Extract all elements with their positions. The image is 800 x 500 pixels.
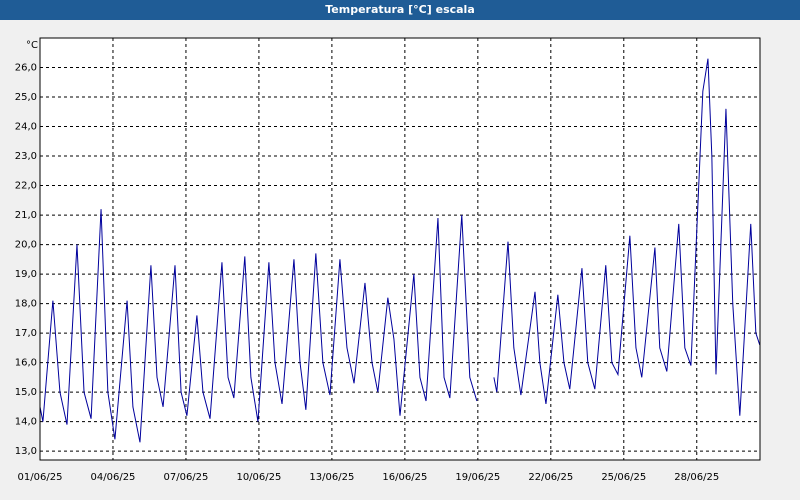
y-tick-label: 18,0 [15,299,37,310]
y-tick-label: 26,0 [15,63,37,74]
y-tick-label: 15,0 [15,387,37,398]
x-tick-label: 04/06/25 [91,472,136,483]
y-unit: °C [26,40,38,51]
y-tick-label: 16,0 [15,358,37,369]
x-tick-label: 07/06/25 [163,472,208,483]
y-tick-label: 13,0 [15,446,37,457]
temperature-line [39,58,761,443]
y-tick-label: 23,0 [15,151,37,162]
chart-title: Temperatura [°C] escala [325,3,475,16]
y-tick-label: 25,0 [15,92,37,103]
x-tick-label: 19/06/25 [455,472,500,483]
y-tick-label: 21,0 [15,210,37,221]
x-tick-label: 28/06/25 [674,472,719,483]
y-tick-label: 17,0 [15,328,37,339]
y-tick-label: 14,0 [15,417,37,428]
title-bar [0,0,800,20]
y-tick-label: 24,0 [15,122,37,133]
x-tick-label: 22/06/25 [528,472,573,483]
y-tick-label: 19,0 [15,269,37,280]
plot-area [40,38,760,460]
x-tick-label: 25/06/25 [601,472,646,483]
x-tick-label: 10/06/25 [236,472,281,483]
x-tick-label: 13/06/25 [309,472,354,483]
x-tick-label: 01/06/25 [18,472,63,483]
y-tick-label: 20,0 [15,240,37,251]
plot-border [39,37,761,461]
y-tick-label: 22,0 [15,181,37,192]
x-tick-label: 16/06/25 [382,472,427,483]
